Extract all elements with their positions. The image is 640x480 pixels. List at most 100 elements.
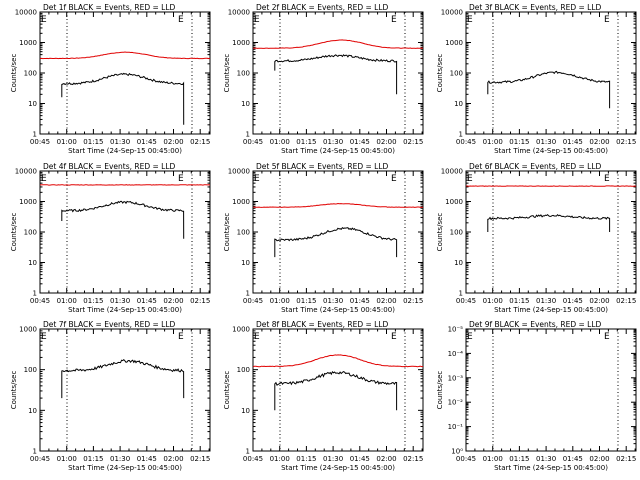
x-tick-label: 02:00 [376, 138, 396, 146]
y-tick-label: 1000 [445, 39, 463, 47]
marker-right-label: E [604, 15, 610, 25]
x-tick-label: 01:30 [323, 455, 343, 463]
x-tick-label: 01:30 [110, 455, 130, 463]
x-tick-label: 00:45 [456, 455, 476, 463]
x-tick-label: 01:15 [509, 455, 529, 463]
marker-right-label: E [604, 332, 610, 342]
y-axis-label: Counts/sec [436, 54, 444, 93]
y-tick-label: 1 [459, 290, 463, 298]
panel-title: Det 6f BLACK = Events, RED = LLD [469, 162, 602, 171]
y-tick-label: 1 [459, 131, 463, 139]
x-tick-label: 01:30 [110, 138, 130, 146]
x-tick-label: 01:45 [137, 297, 157, 305]
x-tick-label: 01:00 [57, 297, 77, 305]
x-tick-label: 01:30 [536, 138, 556, 146]
x-axis-label: Start Time (24-Sep-15 00:45:00) [68, 147, 182, 155]
marker-right-label: E [178, 332, 184, 342]
x-tick-label: 01:00 [270, 455, 290, 463]
x-tick-label: 01:15 [296, 455, 316, 463]
panel-det-5f: Det 5f BLACK = Events, RED = LLD 1 10 100 10… [223, 162, 424, 314]
y-tick-label: 100 [24, 70, 37, 78]
y-axis-label: Counts/sec [223, 213, 231, 252]
panel-det-4f: Det 4f BLACK = Events, RED = LLD 1 10 100 10… [10, 162, 211, 314]
y-axis-label: Counts/sec [436, 371, 444, 410]
x-tick-label: 01:45 [563, 297, 583, 305]
x-tick-label: 02:00 [163, 455, 183, 463]
x-tick-label: 02:15 [616, 297, 636, 305]
x-tick-label: 02:15 [190, 297, 210, 305]
y-tick-label: 10 [241, 100, 250, 108]
y-tick-label: 10000 [441, 168, 463, 176]
y-tick-label: 100 [237, 366, 250, 374]
x-tick-label: 02:15 [616, 138, 636, 146]
panel-title: Det 8f BLACK = Events, RED = LLD [256, 320, 389, 329]
y-tick-label: 10⁻³ [448, 374, 464, 382]
x-tick-label: 02:15 [403, 455, 423, 463]
marker-right-label: E [178, 15, 184, 25]
y-tick-label: 1 [246, 448, 250, 456]
x-tick-label: 02:00 [589, 138, 609, 146]
marker-left-label: E [41, 174, 47, 184]
y-tick-label: 100 [237, 229, 250, 237]
x-axis-label: Start Time (24-Sep-15 00:45:00) [494, 147, 608, 155]
y-tick-label: 1 [33, 448, 37, 456]
y-tick-label: 10000 [15, 168, 37, 176]
panel-det-9f: Det 9f BLACK = Events, RED = LLD 10⁰ 10⁻¹ 1… [436, 320, 637, 472]
events-series-line [61, 359, 185, 399]
y-tick-label: 10000 [441, 9, 463, 17]
x-axis-label: Start Time (24-Sep-15 00:45:00) [281, 147, 395, 155]
x-tick-label: 02:00 [589, 297, 609, 305]
y-tick-label: 1 [246, 131, 250, 139]
panel-det-6f: Det 6f BLACK = Events, RED = LLD 1 10 100 10… [436, 162, 637, 314]
x-tick-label: 01:45 [563, 455, 583, 463]
y-tick-label: 1000 [232, 39, 250, 47]
x-tick-label: 00:45 [243, 138, 263, 146]
marker-left-label: E [41, 332, 47, 342]
events-series-line [274, 54, 398, 95]
y-tick-label: 10 [28, 259, 37, 267]
y-tick-label: 10 [241, 259, 250, 267]
marker-right-label: E [391, 15, 397, 25]
x-axis-label: Start Time (24-Sep-15 00:45:00) [68, 306, 182, 314]
y-axis-label: Counts/sec [436, 213, 444, 252]
x-tick-label: 02:15 [616, 455, 636, 463]
y-tick-label: 10⁻⁴ [448, 350, 464, 358]
y-axis-label: Counts/sec [223, 371, 231, 410]
y-tick-label: 1 [33, 290, 37, 298]
x-tick-label: 02:00 [163, 138, 183, 146]
y-tick-label: 1 [33, 131, 37, 139]
x-tick-label: 01:30 [323, 138, 343, 146]
x-tick-label: 00:45 [243, 297, 263, 305]
x-tick-label: 02:00 [376, 455, 396, 463]
y-tick-label: 10000 [15, 9, 37, 17]
y-tick-label: 1000 [19, 39, 37, 47]
y-tick-label: 1000 [232, 326, 250, 334]
plot-frame [465, 328, 637, 452]
x-tick-label: 01:15 [509, 138, 529, 146]
panel-det-3f: Det 3f BLACK = Events, RED = LLD 1 10 100 10… [436, 3, 637, 155]
panel-title: Det 7f BLACK = Events, RED = LLD [43, 320, 176, 329]
marker-right-label: E [178, 174, 184, 184]
panel-det-1f: Det 1f BLACK = Events, RED = LLD 1 10 100 10… [10, 3, 211, 155]
y-tick-label: 10⁻¹ [448, 423, 464, 431]
x-tick-label: 01:30 [536, 455, 556, 463]
events-series-line [487, 213, 611, 232]
y-tick-label: 1000 [232, 198, 250, 206]
panel-title: Det 5f BLACK = Events, RED = LLD [256, 162, 389, 171]
y-tick-label: 10 [454, 100, 463, 108]
events-series-line [61, 72, 185, 125]
y-axis-label: Counts/sec [223, 54, 231, 93]
x-tick-label: 01:15 [509, 297, 529, 305]
x-tick-label: 00:45 [30, 138, 50, 146]
x-tick-label: 01:00 [270, 297, 290, 305]
x-tick-label: 02:00 [376, 297, 396, 305]
x-tick-label: 00:45 [243, 455, 263, 463]
panel-det-2f: Det 2f BLACK = Events, RED = LLD 1 10 100 10… [223, 3, 424, 155]
x-tick-label: 02:15 [403, 297, 423, 305]
x-tick-label: 01:45 [563, 138, 583, 146]
marker-right-label: E [391, 332, 397, 342]
marker-right-label: E [391, 174, 397, 184]
marker-right-label: E [604, 174, 610, 184]
